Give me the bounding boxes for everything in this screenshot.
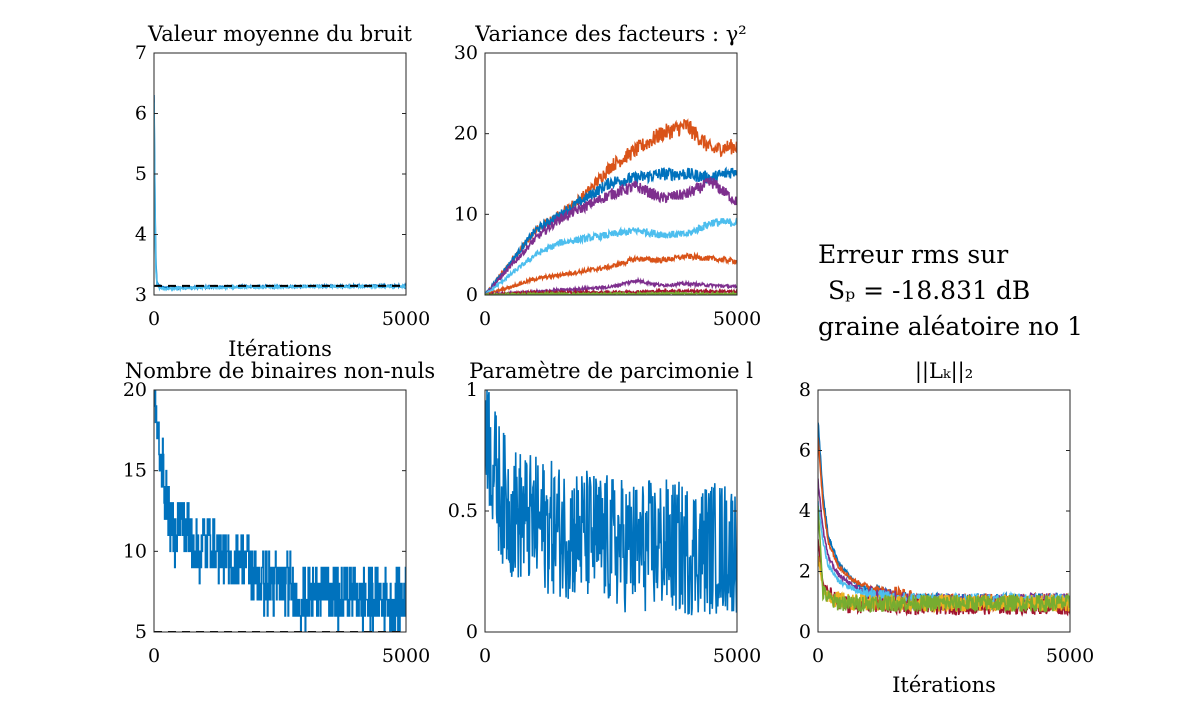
random-seed-line: graine aléatoire no 1 [818,312,1084,341]
x-tick-label: 5000 [713,645,761,667]
chart-title: Paramètre de parcimonie l [469,359,753,383]
series-line-1 [154,390,406,632]
y-tick-label: 10 [454,203,478,225]
y-tick-label: 6 [799,440,811,462]
series-line-1 [485,390,737,616]
series-line-6 [485,276,737,295]
x-tick-label: 0 [812,645,824,667]
x-tick-label: 5000 [382,308,430,330]
y-tick-label: 0.5 [448,500,478,522]
y-tick-label: 7 [135,42,147,64]
y-tick-label: 8 [799,379,811,401]
y-tick-label: 3 [135,284,147,306]
y-tick-label: 10 [123,540,147,562]
x-axis-label: Itérations [228,337,332,361]
x-axis-label: Itérations [892,673,996,697]
series-line-3 [485,177,737,295]
series-line-2 [154,102,406,293]
subplot-1: 3 4 5 6 7 0 5000 Valeur moyenne du bruit Itérati… [135,22,430,361]
x-tick-label: 0 [479,308,491,330]
subplot-5: 0 2 4 6 8 0 5000 ||Lₖ||₂ Itérations [799,359,1094,697]
subplot-2: 0 10 20 30 0 5000 Variance des facteurs : γ² [454,22,761,330]
series-group [485,390,737,616]
series-group [154,390,406,632]
x-tick-label: 5000 [1046,645,1094,667]
series-line-2 [485,166,737,295]
y-tick-label: 4 [135,224,147,246]
series-group [818,422,1070,617]
series-group [154,94,406,293]
rms-error-line2: Sₚ = -18.831 dB [828,276,1031,305]
x-tick-label: 0 [148,645,160,667]
y-tick-label: 15 [123,460,147,482]
y-tick-label: 20 [454,123,478,145]
axes-box [484,52,738,296]
axes-box [153,52,407,296]
chart-title: Variance des facteurs : γ² [474,22,746,46]
series-line-8 [485,290,737,295]
x-tick-label: 0 [479,645,491,667]
subplot-4: 0 0.5 1 0 5000 Paramètre de parcimonie l [448,359,761,667]
x-tick-label: 0 [148,308,160,330]
series-line-5 [485,251,737,295]
y-tick-label: 4 [799,500,811,522]
y-tick-label: 0 [466,621,478,643]
rms-error-line1: Erreur rms sur [818,240,1009,269]
x-tick-label: 5000 [382,645,430,667]
chart-title: ||Lₖ||₂ [915,359,973,384]
y-tick-label: 1 [466,379,478,401]
series-line-7 [818,505,1070,614]
y-tick-label: 0 [799,621,811,643]
series-line-1 [154,94,406,291]
series-line-4 [485,217,737,295]
x-tick-label: 5000 [713,308,761,330]
y-tick-label: 30 [454,42,478,64]
y-tick-label: 0 [466,284,478,306]
series-line-2 [818,437,1070,613]
subplot-3: 5 10 15 20 0 5000 Nombre de binaires non-nuls [123,359,435,667]
y-tick-label: 2 [799,561,811,583]
series-group [485,118,737,295]
y-tick-label: 5 [135,163,147,185]
y-tick-label: 20 [123,379,147,401]
y-tick-label: 6 [135,103,147,125]
axes-box [153,389,407,633]
chart-title: Nombre de binaires non-nuls [125,359,435,383]
y-tick-label: 5 [135,621,147,643]
chart-title: Valeur moyenne du bruit [147,22,413,46]
